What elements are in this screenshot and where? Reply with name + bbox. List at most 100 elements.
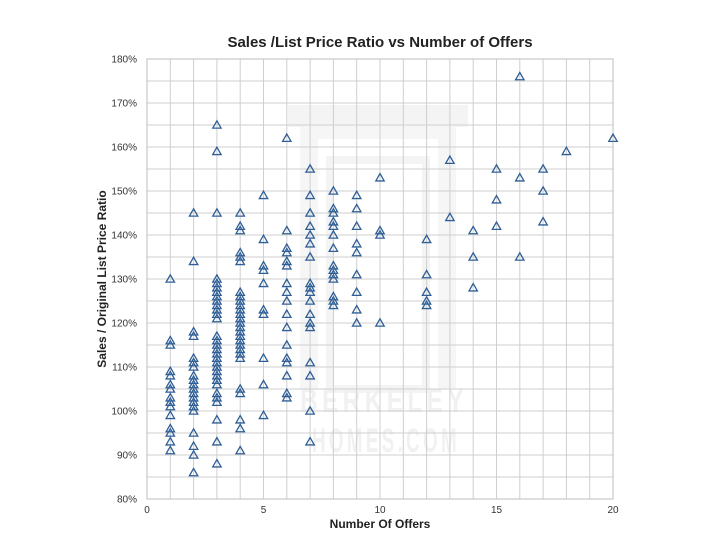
data-point-triangle [188,374,199,385]
y-tick-label: 120% [111,319,137,330]
data-point-triangle [304,321,316,332]
data-point-triangle [281,132,293,143]
data-point-triangle [281,321,293,332]
data-point-triangle [211,295,223,305]
data-point-triangle [234,308,246,319]
data-point-triangle [211,361,223,371]
data-point-triangle [258,260,269,270]
data-point-triangle [234,299,246,310]
data-point-triangle [164,273,176,283]
data-point-triangle [351,238,363,248]
x-tick-label: 15 [491,505,503,516]
y-tick-label: 160% [111,143,137,154]
data-point-triangle [328,291,339,301]
data-point-triangle [164,339,176,349]
data-point-triangle [258,304,269,314]
data-point-triangle [304,220,316,231]
data-point-triangle [188,357,199,367]
data-point-triangle [188,449,199,459]
data-point-triangle [211,308,223,319]
data-point-triangle [164,383,176,393]
data-points [164,71,619,477]
data-point-triangle [188,379,199,389]
data-point-triangle [188,330,199,341]
data-point-triangle [281,308,293,319]
data-point-triangle [234,220,246,231]
data-point-triangle [514,71,526,81]
data-point-triangle [281,260,293,270]
data-point-triangle [164,396,176,407]
data-point-triangle [328,264,339,275]
data-point-triangle [281,277,293,288]
data-point-triangle [328,216,339,226]
data-point-triangle [234,255,246,266]
data-point-triangle [258,308,269,319]
data-point-triangle [304,357,316,367]
data-point-triangle [281,352,293,363]
data-point-triangle [304,163,316,173]
y-tick-label: 140% [111,231,137,242]
data-point-triangle [234,423,246,433]
data-point-triangle [211,339,223,349]
data-point-triangle [328,295,339,305]
data-point-triangle [234,326,246,336]
data-point-triangle [188,361,199,371]
data-point-triangle [304,286,316,297]
data-point-triangle [467,282,479,292]
data-point-triangle [304,251,316,261]
y-tick-label: 100% [111,407,137,418]
data-point-triangle [234,352,246,363]
watermark-logo: BERKELEY HOMES.COM [288,105,468,460]
data-point-triangle [607,132,619,143]
data-point-triangle [164,335,176,345]
data-point-triangle [234,335,246,345]
y-tick-label: 130% [111,275,137,286]
data-point-triangle [211,282,223,292]
data-point-triangle [328,299,339,310]
data-point-triangle [211,335,223,345]
data-point-triangle [351,286,363,297]
x-tick-label: 5 [261,505,267,516]
data-point-triangle [467,225,479,235]
data-point-triangle [421,233,432,244]
data-point-triangle [211,365,223,376]
data-point-triangle [188,370,199,380]
data-point-triangle [491,220,502,231]
data-point-triangle [234,317,246,327]
x-tick-label: 10 [374,505,386,516]
data-point-triangle [211,343,223,354]
data-point-triangle [467,251,479,261]
data-point-triangle [537,216,549,226]
data-point-triangle [164,365,176,376]
data-point-triangle [304,207,316,217]
data-point-triangle [304,189,316,200]
data-point-triangle [211,145,223,156]
data-point-triangle [491,163,502,173]
data-point-triangle [421,299,432,310]
data-point-triangle [304,295,316,305]
data-point-triangle [281,295,293,305]
data-point-triangle [211,357,223,367]
data-point-triangle [234,387,246,398]
data-point-triangle [164,427,176,437]
data-point-triangle [537,163,549,173]
data-point-triangle [421,295,432,305]
data-point-triangle [234,304,246,314]
y-axis-ticks: 80% 90% 100% 110% 120% 130% 140% 150% 160% 170% 18… [111,55,137,506]
data-point-triangle [188,440,199,451]
data-point-triangle [258,264,269,275]
data-point-triangle [234,383,246,393]
data-point-triangle [351,317,363,327]
data-point-triangle [211,330,223,341]
data-point-triangle [374,225,386,235]
data-point-triangle [164,423,176,433]
data-point-triangle [281,242,293,253]
data-point-triangle [188,405,199,415]
data-point-triangle [164,409,176,420]
data-point-triangle [234,313,246,323]
data-point-triangle [281,247,293,257]
watermark-text: BERKELEY [300,382,468,420]
data-point-triangle [234,207,246,217]
data-point-triangle [164,436,176,446]
